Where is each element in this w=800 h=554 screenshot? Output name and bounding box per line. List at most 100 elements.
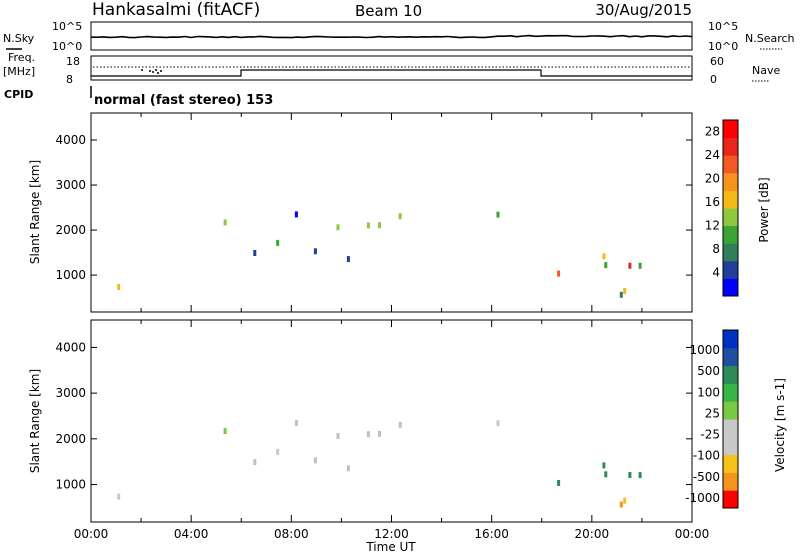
freq-trace: [91, 69, 692, 77]
velocity-colorbar-segment: [723, 419, 738, 438]
x-tick-label: 04:00: [174, 527, 209, 541]
nave-dips: [141, 69, 162, 74]
velocity-y-axis: 1000 2000 3000 4000: [55, 340, 692, 492]
velocity-colorbar-segment: [723, 347, 738, 367]
velocity-ylabel: Slant Range [km]: [28, 369, 42, 473]
y-tick-label: 3000: [55, 178, 86, 192]
velocity-colorbar-tick: 1000: [689, 343, 720, 357]
velocity-cell: [398, 421, 402, 428]
power-colorbar-segment: [723, 260, 738, 279]
y-tick-label: 2000: [55, 223, 86, 237]
velocity-cell: [223, 428, 227, 434]
velocity-colorbar-segment: [723, 472, 738, 491]
power-cell: [378, 222, 381, 229]
velocity-cell: [602, 462, 606, 469]
velocity-cell: [294, 419, 298, 426]
velocity-colorbar-tick: 100: [697, 385, 720, 399]
power-cell: [276, 239, 280, 246]
nsearch-label: N.Search: [745, 32, 795, 45]
velocity-cell: [117, 493, 121, 500]
power-colorbar-tick: 24: [705, 148, 720, 162]
velocity-cell: [604, 471, 608, 478]
power-colorbar-segment: [723, 190, 738, 209]
velocity-colorbar-segment: [723, 454, 738, 473]
noise-trace: [91, 34, 693, 39]
power-cell: [294, 211, 298, 218]
y-tick-label: 4000: [55, 340, 86, 354]
power-cell: [366, 222, 370, 229]
power-cell: [496, 211, 500, 218]
velocity-colorbar-tick: -25: [700, 428, 720, 442]
x-tick-label: 12:00: [374, 527, 409, 541]
power-colorbar-tick: 20: [705, 172, 720, 186]
power-x-ticks: [90, 113, 693, 312]
velocity-cell: [253, 459, 257, 466]
velocity-cell: [346, 465, 350, 472]
station-title: Hankasalmi (fitACF): [92, 0, 260, 20]
velocity-x-ticks: [90, 320, 693, 522]
power-y-axis: 1000 2000 3000 4000: [55, 133, 692, 282]
freq-tick-bottom: 8: [66, 73, 73, 86]
nave-tick-top: 60: [710, 55, 724, 68]
velocity-colorbar-frame: [722, 329, 739, 509]
power-colorbar-tick: 4: [712, 266, 720, 280]
power-colorbar-segment: [723, 120, 738, 139]
y-tick-label: 2000: [55, 432, 86, 446]
power-colorbar-label: Power [dB]: [757, 177, 771, 242]
power-colorbar-tick: 28: [705, 125, 720, 139]
power-colorbar: 4 8 12 16 20 24 28: [705, 119, 739, 297]
power-data: [117, 211, 642, 298]
velocity-cell: [313, 457, 317, 464]
power-colorbar-segment: [723, 137, 738, 156]
power-panel: 1000 2000 3000 4000 Slant Range [km] 4 8 12 16…: [28, 112, 771, 313]
velocity-data: [117, 419, 642, 508]
y-tick-label: 4000: [55, 133, 86, 147]
power-cell: [223, 219, 227, 226]
y-tick-label: 3000: [55, 386, 86, 400]
velocity-colorbar: 1000 500 100 25 -25 -100 -500 -1000: [685, 329, 739, 509]
velocity-cell: [619, 501, 623, 508]
power-cell: [117, 284, 121, 290]
y-tick-label: 1000: [55, 478, 86, 492]
power-colorbar-segment: [723, 243, 738, 262]
power-cell: [638, 262, 642, 269]
date-title: 30/Aug/2015: [595, 1, 692, 19]
power-cell: [602, 253, 606, 260]
velocity-cell: [638, 472, 642, 479]
power-cell: [623, 288, 627, 294]
velocity-cell: [276, 448, 280, 455]
velocity-colorbar-segment: [723, 365, 738, 384]
velocity-cell: [378, 430, 381, 437]
power-colorbar-tick: 12: [705, 219, 720, 233]
velocity-colorbar-segment: [723, 383, 738, 402]
velocity-cell: [623, 497, 627, 504]
power-colorbar-frame: [722, 119, 739, 297]
power-colorbar-segment: [723, 155, 738, 174]
power-colorbar-tick: 8: [712, 242, 720, 256]
freq-panel: Freq. [MHz] 18 8 60 0 Nave: [3, 51, 780, 86]
power-cell: [398, 213, 402, 220]
power-cell: [604, 262, 608, 269]
cpid-label: CPID: [4, 88, 33, 101]
power-cell: [313, 248, 317, 255]
power-colorbar-segment: [723, 172, 738, 191]
power-cell: [557, 270, 561, 277]
velocity-colorbar-segment: [723, 436, 738, 456]
velocity-colorbar-tick: -100: [693, 449, 720, 463]
power-cell: [253, 250, 257, 256]
velocity-panel: 1000 2000 3000 4000 Slant Range [km] 1000 50…: [28, 319, 787, 523]
power-plot-area: [91, 113, 692, 312]
power-colorbar-segment: [723, 225, 738, 244]
velocity-cell: [557, 480, 561, 486]
velocity-colorbar-tick: -500: [693, 470, 720, 484]
power-cell: [619, 291, 623, 298]
power-cell: [346, 256, 350, 263]
nave-tick-bottom: 0: [710, 73, 717, 86]
power-ylabel: Slant Range [km]: [28, 160, 42, 264]
velocity-cell: [496, 420, 500, 427]
velocity-colorbar-tick: 25: [705, 406, 720, 420]
x-tick-label: 00:00: [74, 527, 109, 541]
velocity-colorbar-tick: -1000: [685, 491, 720, 505]
nsky-label: N.Sky: [3, 32, 35, 45]
